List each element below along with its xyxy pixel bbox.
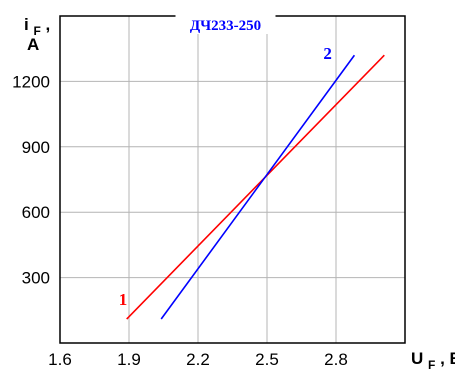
x-tick-label: 2.2 — [186, 350, 210, 369]
y-tick-label: 900 — [22, 138, 50, 157]
series-group: 12 — [119, 44, 385, 320]
series-label-1: 1 — [119, 290, 128, 309]
y-axis-label-main: i — [24, 15, 29, 34]
x-tick-labels: 1.6 1.9 2.2 2.5 2.8 — [48, 350, 348, 369]
y-axis-unit: A — [27, 35, 39, 54]
series-line-2 — [160, 54, 356, 320]
grid — [60, 16, 405, 343]
plot-frame — [59, 15, 406, 344]
chart-title: ДЧ233-250 — [190, 18, 261, 34]
y-axis-label-subscript: F — [33, 24, 40, 38]
y-axis-label-suffix: , — [46, 15, 51, 34]
x-axis-label-unit: , В — [440, 349, 455, 368]
x-axis-label: U F , В — [411, 349, 455, 373]
series-line-1 — [126, 54, 385, 320]
x-tick-label: 1.6 — [48, 350, 72, 369]
x-tick-label: 2.5 — [255, 350, 279, 369]
x-tick-label: 2.8 — [324, 350, 348, 369]
x-axis-label-main: U — [411, 349, 423, 368]
y-tick-label: 300 — [22, 269, 50, 288]
x-tick-label: 1.9 — [117, 350, 141, 369]
title-background — [175, 15, 276, 34]
y-axis-label: i F , — [24, 15, 50, 39]
y-tick-labels: 300 600 900 1200 — [12, 72, 50, 287]
series-label-2: 2 — [323, 44, 332, 63]
x-axis-label-subscript: F — [428, 358, 435, 372]
y-tick-label: 600 — [22, 203, 50, 222]
y-tick-label: 1200 — [12, 72, 50, 91]
